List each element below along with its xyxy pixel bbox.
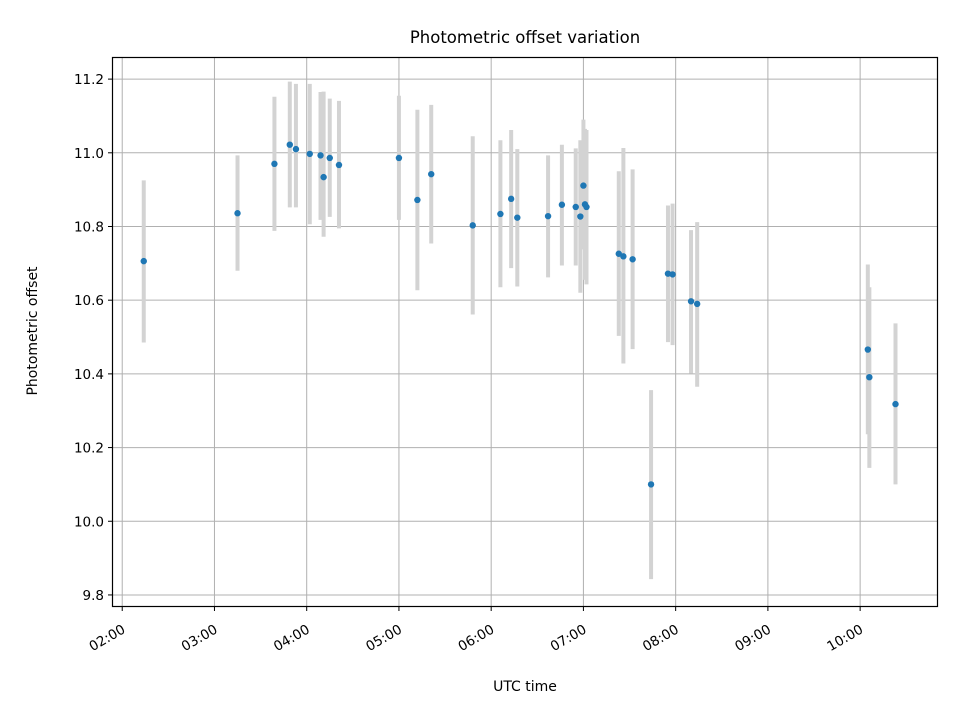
data-point (572, 203, 579, 211)
data-point (620, 253, 627, 260)
data-point (414, 196, 421, 204)
y-tick-label: 10.0 (74, 514, 104, 530)
plot-area-frame (111, 56, 939, 608)
data-point (669, 271, 676, 278)
data-point (892, 400, 899, 408)
y-tick-label: 10.8 (74, 219, 104, 235)
data-point (507, 195, 515, 203)
data-point (647, 481, 655, 488)
data-point (866, 373, 873, 381)
data-point (271, 160, 278, 168)
y-axis-label: Photometric offset (25, 266, 41, 396)
data-point (292, 145, 300, 153)
data-point (693, 300, 701, 308)
data-point (497, 210, 504, 218)
data-point (326, 154, 333, 162)
data-point (580, 182, 587, 189)
data-point (577, 213, 584, 220)
y-tick-label: 9.8 (83, 588, 104, 604)
data-point (286, 141, 293, 148)
y-tick-label: 11.0 (74, 146, 104, 162)
chart-title: Photometric offset variation (410, 28, 640, 47)
data-point (234, 210, 241, 217)
data-point (306, 150, 313, 158)
y-tick-label: 11.2 (74, 72, 104, 88)
data-point (544, 212, 552, 220)
data-point (514, 214, 521, 221)
y-tick-label: 10.4 (74, 367, 104, 383)
data-point (317, 152, 324, 159)
data-point (629, 256, 636, 263)
data-point (469, 222, 476, 229)
data-point (140, 257, 147, 265)
data-point (583, 203, 590, 211)
y-tick-label: 10.6 (74, 293, 104, 309)
data-point (558, 201, 566, 208)
data-point (320, 173, 327, 181)
data-point (335, 161, 343, 169)
data-point (428, 170, 435, 178)
x-axis-label: UTC time (493, 679, 557, 695)
data-points (140, 141, 899, 488)
y-tick-label: 10.2 (74, 441, 104, 457)
data-point (864, 346, 872, 353)
data-point (395, 154, 403, 162)
data-point (687, 298, 695, 305)
